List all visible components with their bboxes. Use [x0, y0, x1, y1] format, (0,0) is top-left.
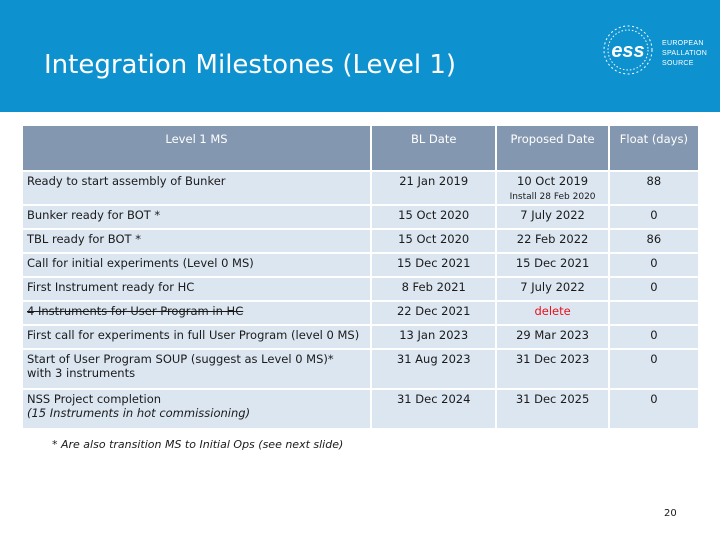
proposed-date: 10 Oct 2019 [517, 174, 589, 188]
bl-date-cell: 31 Dec 2024 [372, 390, 496, 428]
milestone-cell: Start of User Program SOUP (suggest as L… [23, 350, 371, 388]
proposed-date: 22 Feb 2022 [516, 232, 589, 246]
logo-line: SPALLATION [662, 50, 708, 57]
table-row: Call for initial experiments (Level 0 MS… [23, 254, 698, 276]
slide-title: Integration Milestones (Level 1) [44, 50, 457, 80]
proposed-date: 29 Mar 2023 [516, 328, 590, 342]
float-cell: 0 [609, 326, 698, 348]
logo-line: EUROPEAN [662, 40, 704, 47]
title-banner: Integration Milestones (Level 1) ess EUR… [0, 0, 720, 112]
bl-date-cell: 21 Jan 2019 [372, 172, 496, 204]
proposed-date-cell: 31 Dec 2023 [497, 350, 608, 388]
proposed-date: 31 Dec 2025 [515, 392, 590, 406]
ess-logo: ess EUROPEAN SPALLATION SOURCE [596, 20, 716, 80]
float-cell: 86 [609, 230, 698, 252]
logo-line: SOURCE [662, 60, 694, 67]
milestone-name: Call for initial experiments (Level 0 MS… [27, 256, 254, 270]
proposed-date: 7 July 2022 [520, 208, 585, 222]
proposed-date-cell: 10 Oct 2019 Install 28 Feb 2020 [497, 172, 608, 204]
bl-date-cell: 31 Aug 2023 [372, 350, 496, 388]
table-row: Ready to start assembly of Bunker 21 Jan … [23, 172, 698, 204]
float-cell: 0 [609, 206, 698, 228]
table-row: Bunker ready for BOT * 15 Oct 2020 7 July … [23, 206, 698, 228]
footnote: * Are also transition MS to Initial Ops … [52, 438, 344, 451]
float-cell: 0 [609, 350, 698, 388]
float-cell [609, 302, 698, 324]
milestone-cell: First call for experiments in full User … [23, 326, 371, 348]
table-row: First call for experiments in full User … [23, 326, 698, 348]
table-row: 4 Instruments for User Program in HC 22 D… [23, 302, 698, 324]
milestone-name: TBL ready for BOT * [27, 232, 141, 246]
bl-date-cell: 22 Dec 2021 [372, 302, 496, 324]
float-cell: 88 [609, 172, 698, 204]
milestone-name: 4 Instruments for User Program in HC [27, 304, 244, 318]
milestone-cell: NSS Project completion (15 Instruments in… [23, 390, 371, 428]
bl-date-cell: 15 Oct 2020 [372, 206, 496, 228]
float-cell: 0 [609, 278, 698, 300]
column-header: BL Date [372, 126, 496, 170]
milestone-cell: Call for initial experiments (Level 0 MS… [23, 254, 371, 276]
milestone-name: NSS Project completion [27, 392, 162, 406]
table-row: Start of User Program SOUP (suggest as L… [23, 350, 698, 388]
milestone-name: Ready to start assembly of Bunker [27, 174, 226, 188]
proposed-note: Install 28 Feb 2020 [509, 192, 596, 202]
milestone-detail: with 3 instruments [27, 366, 136, 380]
bl-date-cell: 8 Feb 2021 [372, 278, 496, 300]
milestone-cell: Ready to start assembly of Bunker [23, 172, 371, 204]
table-body: Ready to start assembly of Bunker 21 Jan … [23, 172, 698, 428]
column-header: Proposed Date [497, 126, 608, 170]
float-cell: 0 [609, 390, 698, 428]
proposed-date-cell: 7 July 2022 [497, 278, 608, 300]
column-header: Float (days) [609, 126, 698, 170]
milestone-name: Start of User Program SOUP (suggest as L… [27, 352, 334, 366]
column-header: Level 1 MS [23, 126, 371, 170]
milestone-name: First Instrument ready for HC [27, 280, 195, 294]
ess-logo-icon: ess [603, 25, 653, 75]
page-number: 20 [664, 508, 677, 519]
proposed-date-cell: delete [497, 302, 608, 324]
float-cell: 0 [609, 254, 698, 276]
milestone-cell: First Instrument ready for HC [23, 278, 371, 300]
proposed-date: 15 Dec 2021 [515, 256, 590, 270]
proposed-date-cell: 15 Dec 2021 [497, 254, 608, 276]
table-row: TBL ready for BOT * 15 Oct 2020 22 Feb 202… [23, 230, 698, 252]
proposed-date-cell: 29 Mar 2023 [497, 326, 608, 348]
milestone-cell: Bunker ready for BOT * [23, 206, 371, 228]
proposed-date-cell: 7 July 2022 [497, 206, 608, 228]
logo-mark-text: ess [611, 40, 644, 62]
bl-date-cell: 15 Dec 2021 [372, 254, 496, 276]
milestone-cell: 4 Instruments for User Program in HC [23, 302, 371, 324]
milestones-table: Level 1 MS BL Date Proposed Date Float (… [21, 124, 700, 430]
table-header-row: Level 1 MS BL Date Proposed Date Float (… [23, 126, 698, 170]
milestone-name: First call for experiments in full User … [27, 328, 360, 342]
milestone-detail: (15 Instruments in hot commissioning) [27, 406, 251, 420]
logo-wordmark: EUROPEAN SPALLATION SOURCE [662, 39, 707, 69]
proposed-date: 31 Dec 2023 [515, 352, 590, 366]
table-row: NSS Project completion (15 Instruments in… [23, 390, 698, 428]
proposed-date: 7 July 2022 [520, 280, 585, 294]
bl-date-cell: 13 Jan 2023 [372, 326, 496, 348]
milestone-cell: TBL ready for BOT * [23, 230, 371, 252]
proposed-date: delete [534, 304, 571, 318]
bl-date-cell: 15 Oct 2020 [372, 230, 496, 252]
milestone-name: Bunker ready for BOT * [27, 208, 161, 222]
table-row: First Instrument ready for HC 8 Feb 2021 7… [23, 278, 698, 300]
proposed-date-cell: 31 Dec 2025 [497, 390, 608, 428]
proposed-date-cell: 22 Feb 2022 [497, 230, 608, 252]
